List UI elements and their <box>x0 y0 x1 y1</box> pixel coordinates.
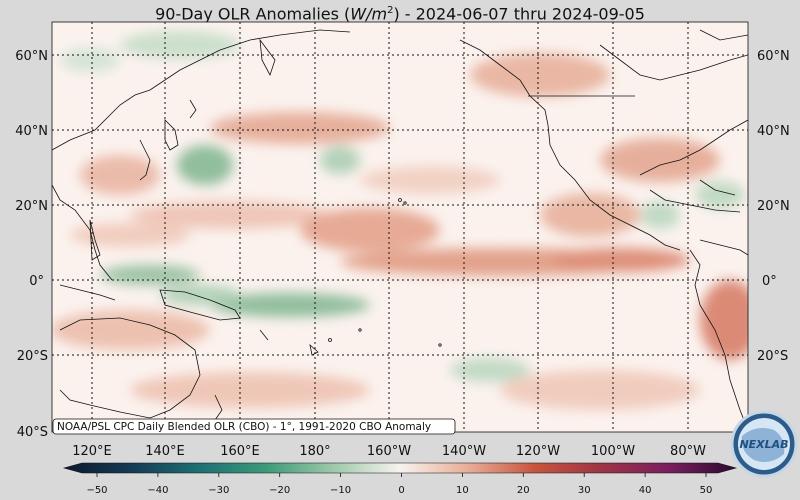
colorbar-ticks: −50 −40 −30 −20 −10 0 10 20 30 40 50 <box>86 473 712 496</box>
lon-label: 140°E <box>145 444 185 459</box>
lat-labels-right: 60°N 40°N 20°N 0° 20°S <box>757 49 790 364</box>
lon-label: 180° <box>299 444 330 459</box>
lat-label: 0° <box>29 274 44 289</box>
lon-label: 160°W <box>367 444 411 459</box>
map-title: 90-Day OLR Anomalies (W/m2) - 2024-06-07… <box>155 4 645 24</box>
colorbar-tick-label: 10 <box>456 485 469 496</box>
lat-label: 20°N <box>15 199 48 214</box>
source-note: NOAA/PSL CPC Daily Blended OLR (CBO) - 1… <box>52 418 456 435</box>
lon-label: 160°E <box>220 444 260 459</box>
colorbar-tick-label: 0 <box>398 485 404 496</box>
lon-label: 120°E <box>72 444 112 459</box>
colorbar: −50 −40 −30 −20 −10 0 10 20 30 40 50 <box>62 462 738 496</box>
coastlines <box>52 29 748 431</box>
lat-label: 40°N <box>15 124 48 139</box>
source-note-text: NOAA/PSL CPC Daily Blended OLR (CBO) - 1… <box>57 421 431 433</box>
lat-label: 40°S <box>17 425 48 440</box>
lat-label: 20°S <box>17 349 48 364</box>
colorbar-tick-label: −10 <box>330 485 351 496</box>
gridlines <box>52 22 748 432</box>
nexlab-logo: NEXLAB <box>730 410 798 478</box>
lon-label: 120°W <box>516 444 560 459</box>
colorbar-tick-label: 20 <box>517 485 530 496</box>
lon-labels: 120°E 140°E 160°E 180° 160°W 140°W 120°W… <box>72 444 706 459</box>
colorbar-tick-label: 30 <box>578 485 591 496</box>
lat-label: 0° <box>762 274 777 289</box>
colorbar-tick-label: −40 <box>147 485 168 496</box>
colorbar-tick-label: 40 <box>639 485 652 496</box>
lat-labels-left: 60°N 40°N 20°N 0° 20°S 40°S <box>15 49 48 440</box>
logo-text: NEXLAB <box>739 438 788 451</box>
lon-label: 80°W <box>670 444 706 459</box>
colorbar-tick-label: −20 <box>269 485 290 496</box>
lon-label: 100°W <box>591 444 635 459</box>
lat-label: 20°N <box>757 199 790 214</box>
lat-label: 60°N <box>15 49 48 64</box>
colorbar-tick-label: −50 <box>86 485 107 496</box>
colorbar-tick-label: −30 <box>208 485 229 496</box>
map-field <box>52 22 748 432</box>
lon-label: 140°W <box>442 444 486 459</box>
colorbar-tick-label: 50 <box>700 485 713 496</box>
colorbar-bar <box>62 462 738 474</box>
lat-label: 20°S <box>757 349 788 364</box>
lat-label: 40°N <box>757 124 790 139</box>
lat-label: 60°N <box>757 49 790 64</box>
